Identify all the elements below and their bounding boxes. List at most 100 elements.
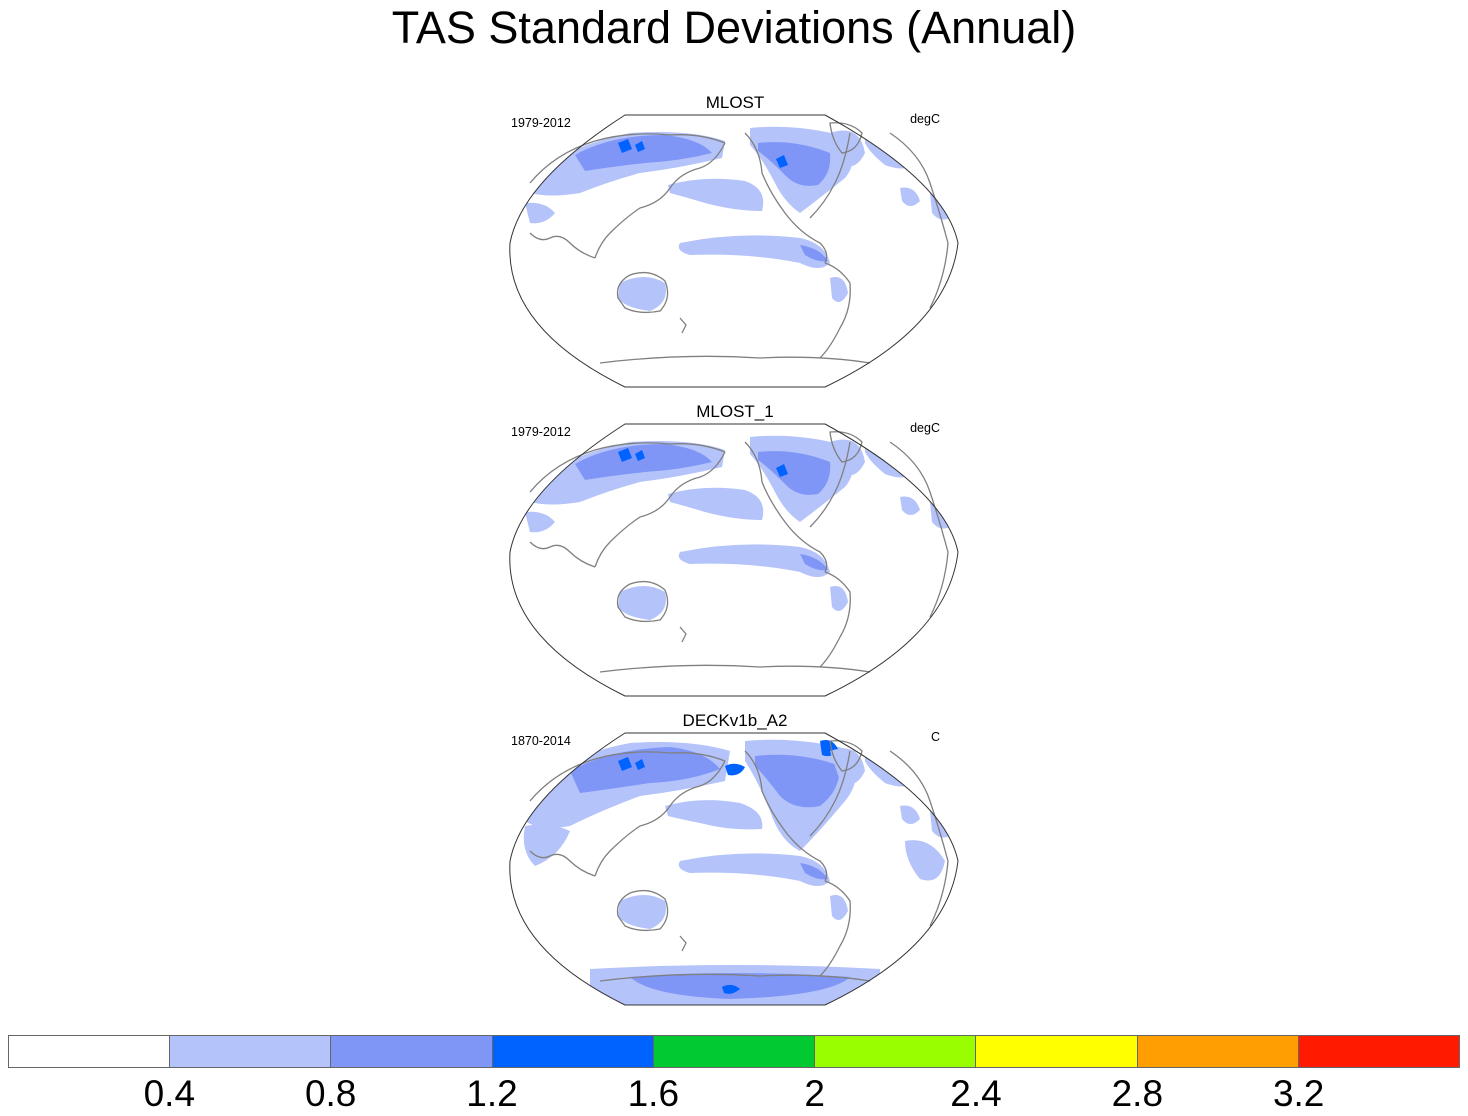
shading-north-pacific	[668, 178, 764, 211]
shading-canada-high	[776, 464, 788, 477]
shading-australia	[618, 277, 666, 311]
shading-north-america-mid	[758, 142, 831, 186]
colorbar-swatch	[492, 1036, 654, 1067]
coast-nz	[679, 317, 687, 334]
map-outline	[509, 732, 959, 1006]
map-panel-mlost-1: MLOST_1 1979-2012 degC	[500, 402, 970, 702]
shading-layer	[525, 126, 950, 311]
colorbar-swatch	[815, 1036, 977, 1067]
panel-title: MLOST_1	[696, 402, 774, 421]
shading-eurasia-mid	[575, 444, 712, 480]
shading-north-pacific	[668, 487, 764, 520]
colorbar-tick-label: 1.2	[466, 1073, 518, 1114]
map-panel-deckv1b-a2: DECKv1b_A2 1870-2014 C	[500, 711, 970, 1011]
shading-west-asia	[525, 511, 555, 533]
coast-greenland	[829, 122, 863, 154]
shading-enso-tongue	[678, 544, 830, 577]
coast-europe-africa	[889, 132, 949, 309]
shading-layer	[525, 435, 950, 620]
shading-west-asia	[525, 202, 555, 224]
coast-eurasia-north	[529, 751, 726, 802]
coast-east-asia	[594, 760, 726, 877]
colorbar-swatch	[976, 1036, 1138, 1067]
world-map	[509, 114, 959, 388]
shading-australia	[618, 586, 666, 620]
colorbar-tick-label: 0.4	[143, 1073, 196, 1114]
shading-enso-tongue	[678, 235, 830, 268]
world-map	[509, 423, 959, 697]
coast-east-asia	[594, 451, 726, 568]
coast-south-asia	[529, 541, 596, 568]
panel-title: DECKv1b_A2	[682, 711, 788, 730]
coast-antarctica	[599, 664, 871, 673]
shading-siberia-high	[618, 448, 632, 462]
coast-south-asia	[529, 850, 596, 877]
shading-siberia-high	[618, 139, 632, 153]
shading-north-america-mid	[755, 754, 840, 808]
shading-eurasia-mid	[575, 135, 712, 171]
colorbar-swatch	[1298, 1036, 1459, 1067]
colorbar-labels: 0.4 0.8 1.2 1.6 2 2.4 2.8 3.2	[8, 1072, 1460, 1116]
panel-period: 1870-2014	[511, 734, 571, 748]
panel-title: MLOST	[705, 93, 765, 112]
shading-west-africa	[900, 496, 920, 515]
coast-north-america	[744, 132, 828, 264]
shading-west-africa	[900, 805, 920, 824]
panel-units: C	[930, 730, 940, 744]
coast-australia	[616, 271, 669, 314]
shading-enso-core	[800, 554, 828, 571]
shading-antarctica-high	[722, 984, 740, 994]
coast-north-america	[744, 750, 828, 882]
shading-west-africa	[900, 187, 920, 206]
colorbar-swatch	[1137, 1036, 1299, 1067]
coast-south-america	[819, 571, 851, 668]
world-map	[509, 732, 959, 1006]
shading-siberia-high	[635, 759, 645, 770]
shading-siberia-high	[618, 757, 632, 771]
coast-australia	[616, 580, 669, 623]
coast-nz	[679, 626, 687, 643]
shading-canada-high	[776, 155, 788, 168]
shading-south-america	[830, 895, 848, 920]
coast-na-east	[809, 441, 851, 528]
coast-europe-africa	[889, 750, 949, 927]
shading-south-america	[830, 277, 848, 302]
shading-alaska-high	[725, 763, 745, 776]
shading-siberia-high	[635, 141, 645, 152]
panel-period: 1979-2012	[511, 425, 571, 439]
shading-south-america	[830, 586, 848, 611]
coast-greenland	[829, 431, 863, 463]
panel-units: degC	[910, 421, 940, 435]
shading-eurasia-mid	[570, 747, 720, 793]
coast-north-america	[744, 441, 828, 573]
colorbar-tick-label: 2	[804, 1073, 825, 1114]
coast-south-america	[819, 262, 851, 359]
coast-greenland	[829, 740, 863, 772]
colorbar-tick-label: 3.2	[1272, 1073, 1325, 1114]
coast-east-asia	[594, 142, 726, 259]
main-title: TAS Standard Deviations (Annual)	[391, 2, 1077, 53]
coast-na-east	[809, 750, 851, 837]
shading-australia	[618, 895, 666, 929]
shading-africa-south	[905, 840, 945, 881]
coast-antarctica	[599, 973, 871, 982]
map-outline	[509, 114, 959, 388]
colorbar-swatch	[9, 1036, 171, 1067]
coast-na-east	[809, 132, 851, 219]
shading-siberia-high	[635, 450, 645, 461]
shading-enso-core	[800, 863, 828, 880]
colorbar-tick-label: 1.6	[627, 1073, 680, 1114]
colorbar-tick-label: 0.8	[304, 1073, 357, 1114]
coast-south-america	[819, 880, 851, 977]
map-outline	[509, 423, 959, 697]
colorbar-swatch	[170, 1036, 332, 1067]
colorbar-swatch	[331, 1036, 493, 1067]
coast-nz	[679, 935, 687, 952]
map-panel-mlost: MLOST 1979-2012 degC	[500, 93, 970, 393]
coast-south-asia	[529, 232, 596, 259]
colorbar-tick-label: 2.8	[1111, 1073, 1164, 1114]
shading-north-america-mid	[758, 451, 831, 495]
shading-north-pacific	[665, 800, 763, 830]
coast-australia	[616, 889, 669, 932]
colorbar	[8, 1035, 1460, 1068]
